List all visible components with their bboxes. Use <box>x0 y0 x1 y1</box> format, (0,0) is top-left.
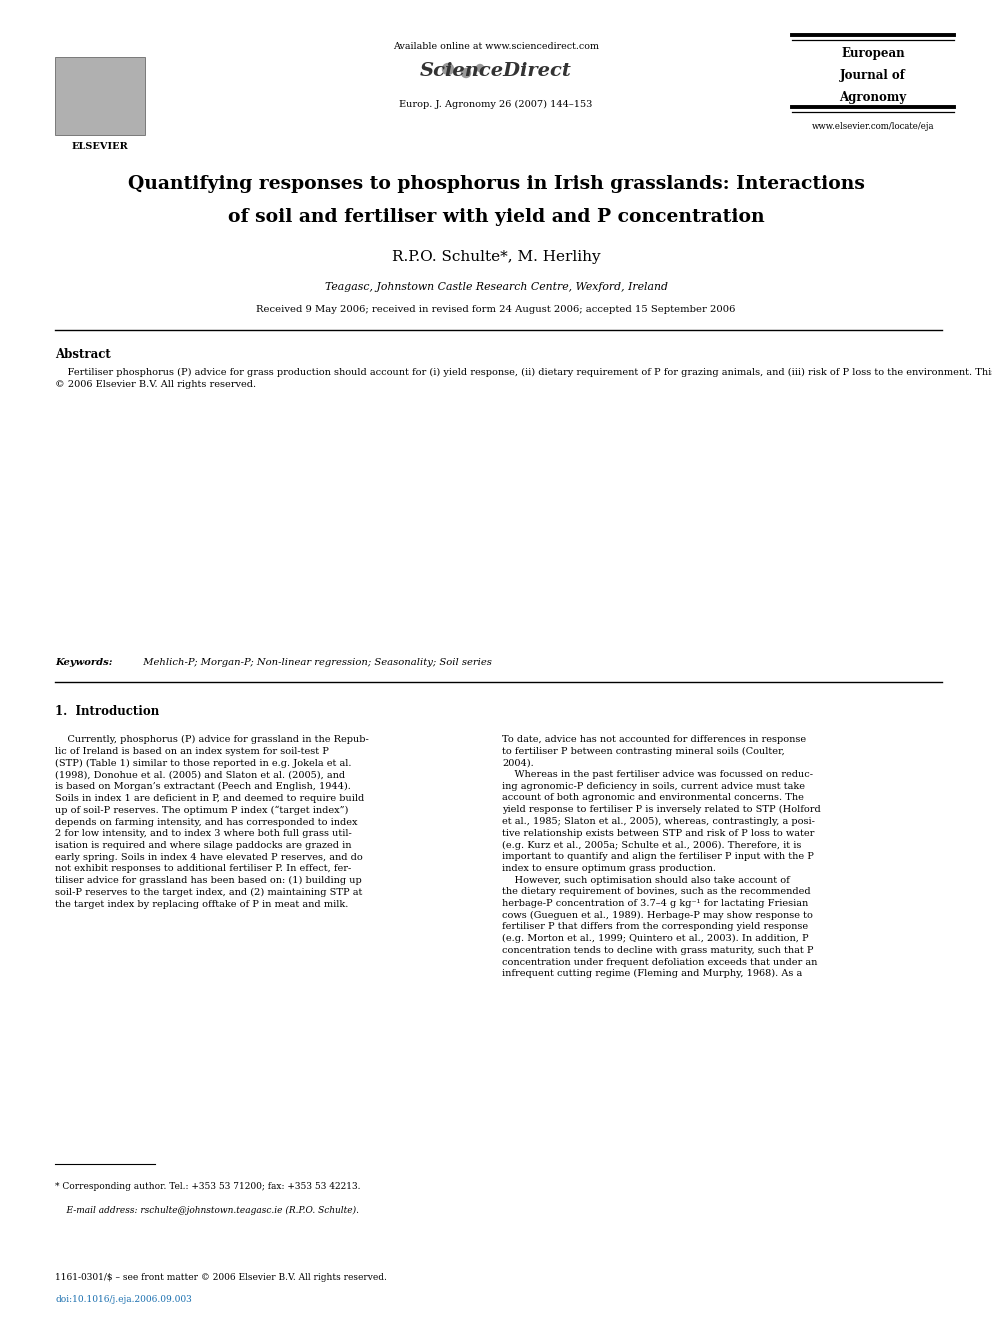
Text: Keywords:: Keywords: <box>55 658 112 667</box>
Text: Fertiliser phosphorus (P) advice for grass production should account for (i) yie: Fertiliser phosphorus (P) advice for gra… <box>55 368 992 389</box>
Text: 1161-0301/$ – see front matter © 2006 Elsevier B.V. All rights reserved.: 1161-0301/$ – see front matter © 2006 El… <box>55 1273 387 1282</box>
Text: Currently, phosphorus (P) advice for grassland in the Repub-
lic of Ireland is b: Currently, phosphorus (P) advice for gra… <box>55 736 369 909</box>
Text: E-mail address: rschulte@johnstown.teagasc.ie (R.P.O. Schulte).: E-mail address: rschulte@johnstown.teaga… <box>55 1207 359 1215</box>
Text: www.elsevier.com/locate/eja: www.elsevier.com/locate/eja <box>811 122 934 131</box>
Text: European: European <box>841 48 905 60</box>
Text: R.P.O. Schulte*, M. Herlihy: R.P.O. Schulte*, M. Herlihy <box>392 250 600 265</box>
Text: Journal of: Journal of <box>840 69 906 82</box>
Circle shape <box>476 65 483 71</box>
Text: Available online at www.sciencedirect.com: Available online at www.sciencedirect.co… <box>393 42 599 52</box>
Text: * Corresponding author. Tel.: +353 53 71200; fax: +353 53 42213.: * Corresponding author. Tel.: +353 53 71… <box>55 1181 360 1191</box>
Text: ScienceDirect: ScienceDirect <box>420 62 572 79</box>
Text: Mehlich-P; Morgan-P; Non-linear regression; Seasonality; Soil series: Mehlich-P; Morgan-P; Non-linear regressi… <box>137 658 492 667</box>
Text: ELSEVIER: ELSEVIER <box>71 142 128 151</box>
Text: Quantifying responses to phosphorus in Irish grasslands: Interactions: Quantifying responses to phosphorus in I… <box>128 175 864 193</box>
Text: Agronomy: Agronomy <box>839 91 907 105</box>
Text: 1.  Introduction: 1. Introduction <box>55 705 160 718</box>
Text: Teagasc, Johnstown Castle Research Centre, Wexford, Ireland: Teagasc, Johnstown Castle Research Centr… <box>324 282 668 292</box>
Text: of soil and fertiliser with yield and P concentration: of soil and fertiliser with yield and P … <box>228 208 764 226</box>
Text: To date, advice has not accounted for differences in response
to fertiliser P be: To date, advice has not accounted for di… <box>502 736 820 979</box>
Circle shape <box>461 69 470 78</box>
Circle shape <box>442 64 453 74</box>
FancyBboxPatch shape <box>55 57 145 135</box>
Text: Europ. J. Agronomy 26 (2007) 144–153: Europ. J. Agronomy 26 (2007) 144–153 <box>400 101 592 108</box>
Text: Received 9 May 2006; received in revised form 24 August 2006; accepted 15 Septem: Received 9 May 2006; received in revised… <box>256 306 736 314</box>
Text: doi:10.1016/j.eja.2006.09.003: doi:10.1016/j.eja.2006.09.003 <box>55 1295 191 1304</box>
Text: Abstract: Abstract <box>55 348 111 361</box>
